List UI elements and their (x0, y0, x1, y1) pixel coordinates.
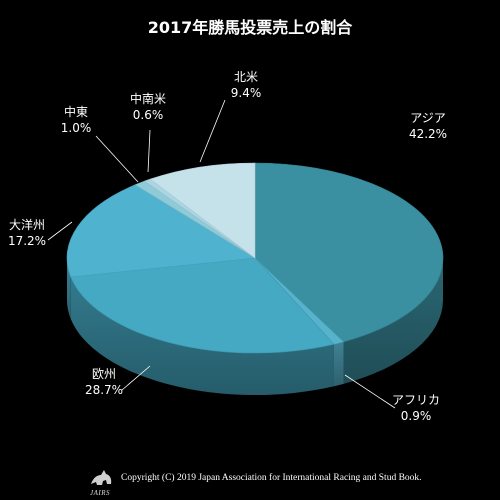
pie-slice-3 (66, 184, 256, 278)
horse-logo-icon (91, 470, 112, 485)
slice-label-4: 中東 1.0% (46, 104, 106, 136)
leader-lines (47, 99, 396, 409)
slice-label-name: 大洋州 (8, 218, 45, 232)
slice-label-name: アジア (410, 111, 446, 125)
slice-label-2: 欧州 28.7% (74, 366, 134, 398)
slice-label-value: 1.0% (60, 121, 92, 135)
leader-line-4 (95, 135, 139, 183)
slice-label-3: 大洋州 17.2% (0, 217, 57, 249)
slice-label-value: 0.9% (400, 409, 432, 423)
pie-slice-6 (149, 162, 256, 259)
leader-line-6 (199, 99, 226, 163)
copyright-text: Copyright (C) 2019 Japan Association for… (121, 473, 422, 483)
slice-label-value: 17.2% (7, 234, 47, 248)
slice-label-0: アジア 42.2% (398, 110, 458, 142)
pie-side-shade-0 (343, 258, 443, 384)
slice-label-name: アフリカ (391, 393, 440, 407)
slice-label-name: 中東 (63, 105, 88, 119)
leader-line-3 (47, 221, 73, 241)
pie-sides (67, 258, 443, 395)
leader-line-1 (344, 374, 396, 409)
slice-label-1: アフリカ 0.9% (386, 392, 446, 424)
slice-label-value: 0.6% (132, 108, 164, 122)
slice-label-6: 北米 9.4% (216, 69, 276, 101)
leader-line-5 (147, 129, 151, 173)
pie-slice-0 (254, 162, 444, 343)
slice-label-value: 28.7% (84, 383, 124, 397)
pie-slice-2 (70, 257, 335, 354)
pie-side-shade-2 (70, 276, 334, 395)
slice-label-value: 42.2% (408, 127, 448, 141)
pie-side-shade-3 (67, 258, 71, 319)
slice-label-5: 中南米 0.6% (118, 91, 178, 123)
slice-label-value: 9.4% (230, 86, 262, 100)
pie-tops (66, 162, 444, 354)
slice-label-name: 北米 (233, 70, 258, 84)
slice-label-name: 欧州 (91, 367, 116, 381)
logo-text: JAIRS (90, 489, 110, 497)
slice-label-name: 中南米 (129, 92, 166, 106)
chart-title: 2017年勝馬投票売上の割合 (147, 18, 353, 37)
leader-line-2 (121, 365, 151, 391)
pie-side-shade-1 (333, 341, 344, 387)
